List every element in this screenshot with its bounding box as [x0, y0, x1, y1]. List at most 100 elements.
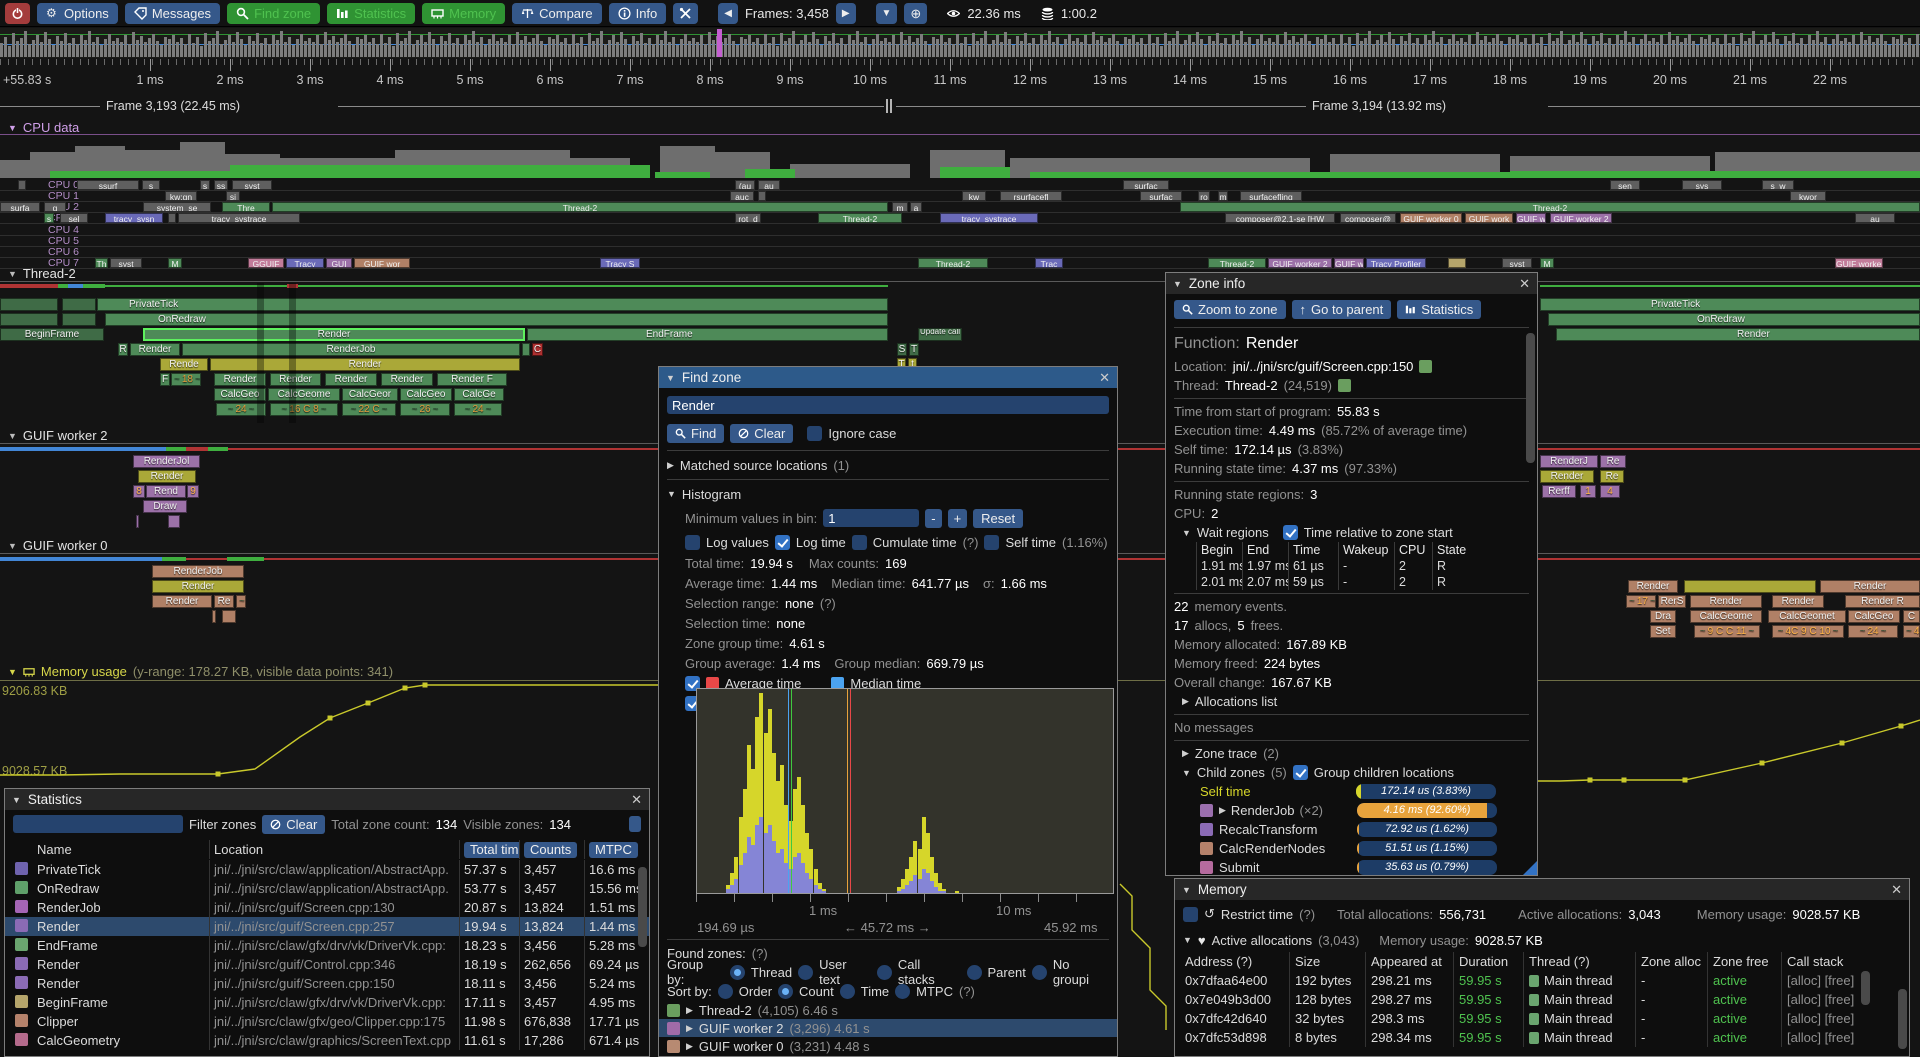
cpu-zone-chip[interactable]: surfa	[0, 202, 40, 212]
memory-column-thread[interactable]: Thread (?)	[1523, 952, 1635, 971]
memory-inner-scrollbar[interactable]	[1861, 971, 1870, 1005]
timeline-zone[interactable]: 16 C 8	[270, 403, 338, 416]
timeline-zone[interactable]: PrivateTick	[1540, 298, 1920, 311]
statistics-table-row[interactable]: CalcGeometry jni/../jni/src/claw/graphics…	[5, 1031, 649, 1050]
self-time-checkbox[interactable]	[984, 534, 1000, 550]
cpu-zone-chip[interactable]: kwor	[1790, 191, 1826, 201]
timeline-zone[interactable]: 4C 9 C 10	[1772, 625, 1844, 638]
histogram-section-label[interactable]: Histogram	[681, 486, 742, 502]
log-time-checkbox[interactable]	[774, 534, 790, 550]
cpu-zone-chip[interactable]	[18, 180, 26, 190]
expand-icon[interactable]: ▶	[667, 459, 674, 470]
cpu-zone-chip[interactable]: GUIF worker 0	[1400, 213, 1462, 223]
timeline-zone[interactable]: 4	[1600, 485, 1620, 498]
cpu-row-label[interactable]: CPU 7	[48, 257, 79, 269]
timeline-zone[interactable]: RenderJob	[182, 343, 520, 356]
expand-icon[interactable]: ▶	[1182, 748, 1189, 758]
find-zone-histogram[interactable]	[696, 688, 1114, 894]
cpu-zone-chip[interactable]: Thread-2	[272, 202, 888, 212]
found-zones-group-row[interactable]: ▶ GUIF worker 2 (3,296) 4.61 s	[659, 1019, 1117, 1037]
timeline-zone[interactable]: Re	[214, 595, 234, 608]
timeline-zone[interactable]: C	[1903, 610, 1920, 623]
timeline-zone[interactable]: CalcGeo	[400, 388, 452, 401]
memory-button[interactable]: Memory	[422, 2, 506, 24]
timeline-zone[interactable]: T	[909, 343, 919, 356]
memory-allocation-row[interactable]: 0x7dfc42d640 32 bytes 298.3 ms 59.95 s Main …	[1175, 1009, 1909, 1028]
timeline-zone[interactable]: Render	[1820, 580, 1920, 593]
memory-titlebar[interactable]: ▼ Memory ✕	[1175, 879, 1909, 900]
timeline-zone[interactable]: OnRedraw	[1548, 313, 1920, 326]
timeline-zone[interactable]: CalcGeomet	[1768, 610, 1846, 623]
wait-column-end[interactable]: End	[1242, 542, 1288, 558]
statistics-table-row[interactable]: EndFrame jni/../jni/src/claw/gfx/drv/vk/D…	[5, 936, 649, 955]
expand-icon[interactable]: ▶	[686, 1022, 693, 1033]
cpu-zone-chip[interactable]: (au	[735, 180, 755, 190]
cpu-zone-chip[interactable]: Th	[95, 258, 108, 268]
child-zone-row[interactable]: Submit 35.63 us (0.79%)	[1166, 858, 1537, 877]
timeline-zone[interactable]: RenderJol	[133, 455, 200, 468]
child-zone-row[interactable]: ▶ RenderJob (×2) 4.16 ms (92.60%)	[1166, 801, 1537, 820]
info-button[interactable]: Info	[608, 2, 667, 24]
cpu-zone-chip[interactable]: surfac	[1140, 191, 1182, 201]
cpu-zone-chip[interactable]: GUIF wor	[354, 258, 410, 268]
statistics-table-row[interactable]: BeginFrame jni/../jni/src/claw/gfx/drv/vk…	[5, 993, 649, 1012]
call-stack-cell[interactable]: [alloc] [free]	[1781, 1009, 1875, 1028]
close-icon[interactable]: ✕	[1099, 369, 1110, 385]
group-by-radio-parent[interactable]	[966, 964, 982, 980]
timeline-zone[interactable]: Render	[270, 373, 321, 386]
cpu-zone-chip[interactable]: s_w	[1762, 180, 1794, 190]
expand-icon[interactable]: ▶	[1219, 805, 1226, 815]
timeline-zone[interactable]: Render	[152, 595, 212, 608]
go-to-parent-button[interactable]: ↑ Go to parent	[1291, 299, 1392, 319]
power-button[interactable]	[5, 2, 30, 24]
cpu-zone-chip[interactable]: syst	[110, 258, 142, 268]
timing-toggle-fragment[interactable]	[629, 816, 641, 832]
clear-button[interactable]: Clear	[730, 423, 794, 443]
collapse-icon[interactable]: ▼	[667, 489, 676, 499]
statistics-table-row[interactable]: Render jni/../jni/src/guif/Control.cpp:34…	[5, 955, 649, 974]
timeline-zone[interactable]: 9 C C 11	[1694, 625, 1760, 638]
timeline-zone[interactable]: Render	[1772, 595, 1824, 608]
timeline-zone[interactable]: 8	[133, 485, 145, 498]
cpu-zone-chip[interactable]: kw	[962, 191, 986, 201]
found-zones-group-row[interactable]: ▶ GUIF worker 0 (3,231) 4.48 s	[659, 1037, 1117, 1055]
memory-column-zone-alloc[interactable]: Zone alloc	[1635, 952, 1707, 971]
cpu-zone-chip[interactable]: composer@2.1-se [HW	[1225, 213, 1335, 223]
restrict-time-checkbox[interactable]	[1183, 906, 1198, 922]
find-zone-titlebar[interactable]: ▼ Find zone ✕	[659, 367, 1117, 388]
clear-filter-button[interactable]: Clear	[262, 814, 326, 834]
cpu-zone-chip[interactable]: GUIF w	[1334, 258, 1364, 268]
timeline-zone[interactable]: Rende	[160, 358, 208, 371]
cpu-zone-chip[interactable]: tracy_systrace	[940, 213, 1038, 223]
log-values-checkbox[interactable]	[685, 534, 700, 550]
timeline-zone[interactable]: Dra	[1650, 610, 1676, 623]
wait-column-state[interactable]: State	[1432, 542, 1474, 558]
timeline-zone[interactable]	[0, 313, 58, 326]
timeline-zone[interactable]: 17	[1626, 595, 1656, 608]
timeline-zone[interactable]	[1684, 580, 1816, 593]
sort-by-radio-count[interactable]	[778, 983, 794, 999]
timeline-zone[interactable]: Render	[138, 470, 196, 483]
child-zone-row[interactable]: CalcRenderNodes 51.51 us (1.15%)	[1166, 839, 1537, 858]
thread-color-swatch[interactable]	[1337, 379, 1351, 392]
cpu-zone-chip[interactable]: surfacefling	[1240, 191, 1302, 201]
timeline-zone[interactable]	[222, 610, 236, 623]
timeline-zone[interactable]: Render	[1690, 595, 1762, 608]
cpu-row-label[interactable]: CPU 0	[48, 179, 79, 191]
frame-dropdown-button[interactable]: ▼	[875, 2, 898, 24]
timeline-zone[interactable]: Render	[1556, 328, 1920, 341]
timeline-zone[interactable]: Render	[1540, 470, 1594, 483]
cpu-zone-chip[interactable]: Tracy	[286, 258, 324, 268]
cpu-zone-chip[interactable]: GUIF work	[1465, 213, 1513, 223]
cpu-zone-chip[interactable]: au	[1855, 213, 1895, 223]
timeline-zone[interactable]: 9	[187, 485, 199, 498]
cpu-zone-chip[interactable]: sel	[60, 213, 88, 223]
timeline-zone[interactable]: RenderJob	[152, 565, 244, 578]
resize-grip[interactable]	[1523, 861, 1537, 875]
thread-section-header[interactable]: ▼ Thread-2	[8, 266, 76, 281]
timeline-zone[interactable]: Render	[381, 373, 433, 386]
draw-avg-median-checkbox[interactable]	[685, 675, 700, 691]
column-total-time[interactable]: Total tim	[464, 841, 519, 858]
timeline-zone[interactable]: Render	[214, 373, 266, 386]
memory-column-appeared-at[interactable]: Appeared at	[1365, 952, 1453, 971]
